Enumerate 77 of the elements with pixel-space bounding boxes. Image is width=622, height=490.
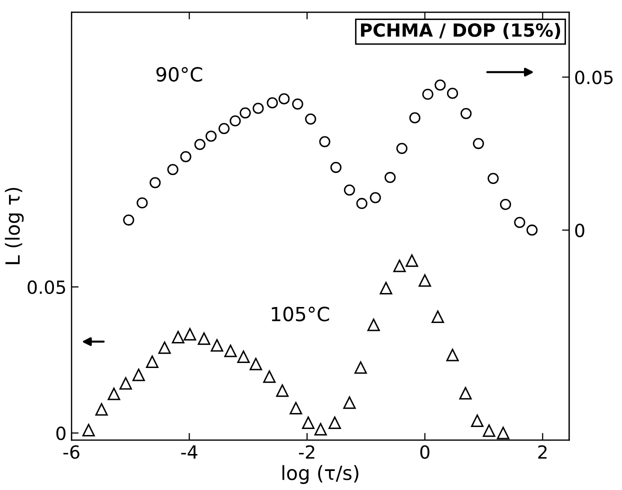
x-tick-label: 0 [420,445,430,459]
x-tick-label: 2 [538,445,547,459]
point [230,115,241,126]
point [488,172,499,184]
point [434,80,446,91]
point [344,184,356,196]
point [471,414,484,427]
y2-tick-label: 0 [575,224,584,238]
point [123,214,134,226]
point [167,164,178,176]
y-axis-title: L (log τ) [4,188,24,264]
point [459,387,472,400]
point [409,112,420,124]
point [276,384,289,397]
x-axis-title: log (τ/s) [282,465,358,484]
x-tick-label: -2 [298,445,314,459]
point [108,388,120,400]
point [210,339,224,352]
point [380,282,392,294]
point [319,136,330,148]
point [384,172,396,184]
point [198,332,210,345]
point [472,138,484,150]
point [354,361,367,374]
point [150,177,161,188]
point [418,274,432,287]
point [343,396,356,409]
point [180,151,192,162]
point [252,102,264,114]
point [278,93,290,104]
point [136,197,148,208]
point [422,88,434,100]
point [240,107,251,118]
point [250,358,262,370]
point [184,328,196,340]
point [514,216,526,228]
point [393,260,406,272]
point [370,192,381,204]
text: 90°C [156,66,202,82]
text: PCHMA / DOP (15%) [361,22,560,40]
x-tick-label: -4 [181,445,198,459]
point [237,350,250,363]
point [292,98,304,110]
point [367,318,380,332]
point [396,142,408,154]
point [172,330,184,344]
point [263,370,276,383]
point [132,368,145,382]
point [446,88,458,99]
point [500,198,512,210]
point [224,344,237,358]
text: 105°C [272,306,330,322]
y2-tick-label: 0.05 [575,70,613,84]
point [432,310,444,323]
point [158,341,171,354]
point [194,138,206,150]
point [290,402,302,414]
point [266,97,278,108]
point [406,254,418,267]
point [314,422,327,436]
point [446,348,459,362]
point [496,426,510,440]
point [206,130,217,142]
point [95,403,108,416]
point [356,198,368,210]
point [146,355,158,368]
point [218,122,230,134]
point [460,108,472,120]
point [302,416,315,430]
point [82,424,95,436]
point [305,113,316,125]
point [119,377,132,390]
point [330,162,342,173]
x-tick-label: -6 [63,445,80,459]
point [482,424,496,437]
point [526,224,538,236]
point [328,416,342,430]
